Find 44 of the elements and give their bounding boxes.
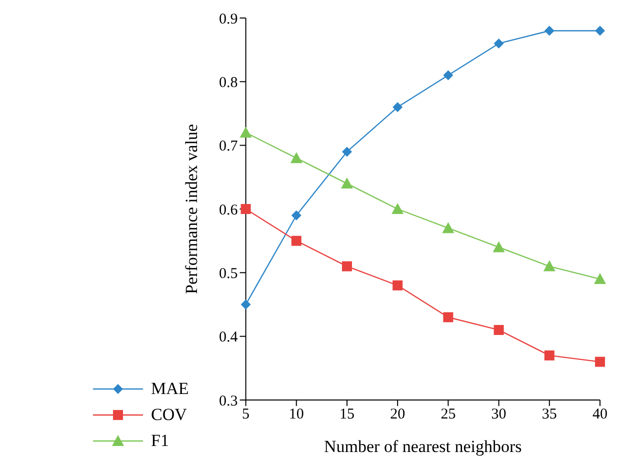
point: [240, 300, 251, 310]
x-tick-label: 20: [390, 406, 406, 423]
point: [443, 70, 454, 80]
point: [342, 261, 352, 272]
point: [442, 222, 454, 234]
x-axis-title: Number of nearest neighbors: [324, 437, 522, 456]
y-tick-label: 0.9: [219, 11, 238, 28]
point: [494, 38, 504, 48]
y-tick-label: 0.8: [219, 74, 238, 91]
legend-label: F1: [151, 431, 169, 451]
point: [492, 241, 505, 252]
point: [543, 260, 556, 272]
x-tick-label: 30: [491, 406, 506, 423]
point: [392, 280, 403, 290]
point: [240, 126, 252, 138]
y-tick-label: 0.3: [219, 393, 238, 410]
y-axis-title: Performance index value: [182, 124, 201, 294]
x-tick-label: 35: [542, 406, 557, 423]
y-tick-label: 0.7: [219, 138, 238, 155]
y-tick-label: 0.6: [219, 202, 238, 218]
y-tick-label: 0.5: [219, 266, 238, 282]
legend-label: COV: [151, 405, 187, 425]
point: [595, 356, 605, 367]
x-tick-label: 40: [592, 406, 608, 423]
y-tick-label: 0.4: [219, 330, 238, 346]
point: [595, 26, 605, 36]
point: [494, 324, 504, 335]
x-tick-label: 5: [242, 406, 250, 423]
legend-label: MAE: [151, 379, 189, 399]
point: [392, 203, 404, 214]
point: [340, 178, 353, 189]
point: [240, 204, 251, 214]
x-tick-label: 25: [440, 406, 456, 423]
x-tick-label: 15: [339, 406, 354, 423]
point: [291, 210, 302, 220]
x-tick-label: 10: [288, 406, 304, 423]
point: [290, 152, 302, 164]
point: [594, 273, 606, 284]
point: [443, 312, 454, 322]
point: [291, 236, 302, 246]
point: [544, 26, 554, 36]
point: [544, 350, 554, 360]
point: [392, 102, 403, 112]
point: [342, 146, 352, 157]
